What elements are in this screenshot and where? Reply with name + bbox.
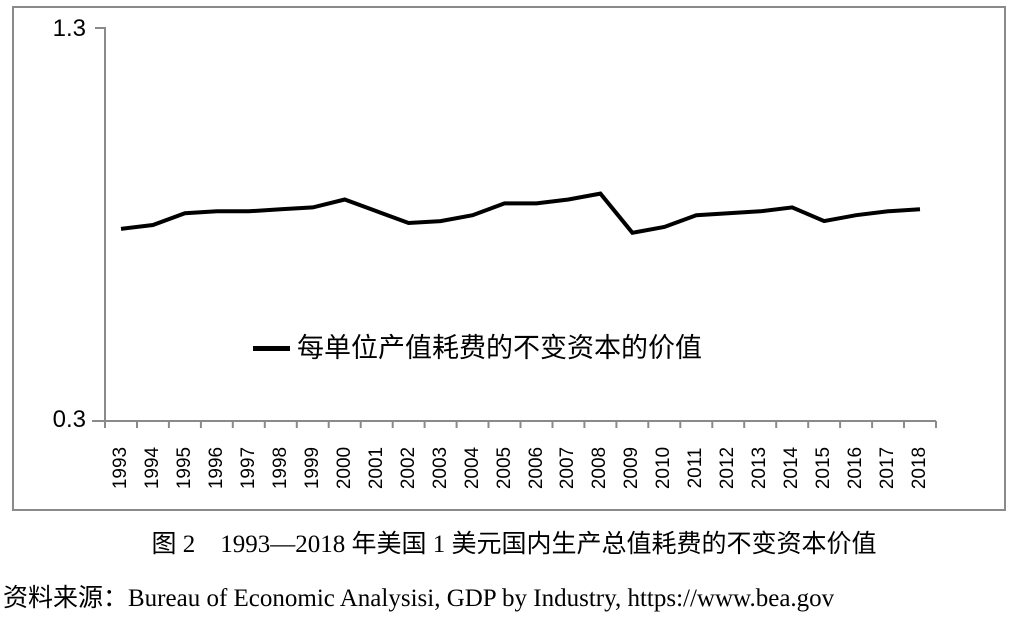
x-axis-label: 2001 <box>365 446 387 490</box>
x-axis-label: 1995 <box>173 446 195 490</box>
x-axis-label: 2002 <box>397 446 419 490</box>
x-axis-label: 1993 <box>110 446 131 490</box>
x-axis-label: 2013 <box>749 446 771 490</box>
x-axis-label: 2017 <box>877 446 899 490</box>
y-axis-min-label: 0.3 <box>52 406 86 433</box>
x-axis-label: 2010 <box>653 446 675 490</box>
axes <box>92 27 937 428</box>
x-axis-label: 2003 <box>429 446 451 490</box>
x-axis-label: 2000 <box>333 446 355 490</box>
figure-caption: 图 2 1993—2018 年美国 1 美元国内生产总值耗费的不变资本价值 <box>151 531 877 558</box>
x-axis-label: 2008 <box>589 446 611 490</box>
y-axis-max-label: 1.3 <box>52 15 86 42</box>
legend: 每单位产值耗费的不变资本的价值 <box>253 332 702 364</box>
series-line <box>120 191 921 235</box>
legend-line-marker-icon <box>253 345 290 351</box>
x-axis-label: 2015 <box>813 446 835 490</box>
x-axis-label: 2006 <box>525 446 547 490</box>
x-axis-label: 1994 <box>141 446 163 490</box>
x-axis-label: 1999 <box>301 446 323 490</box>
x-axis-label: 2012 <box>717 446 739 490</box>
x-axis-label: 2005 <box>493 446 515 490</box>
x-axis-label: 1998 <box>269 446 291 490</box>
x-axis-label: 2009 <box>621 446 643 490</box>
source-note: 资料来源：Bureau of Economic Analysisi, GDP b… <box>3 585 835 612</box>
legend-label: 每单位产值耗费的不变资本的价值 <box>297 333 702 363</box>
x-axis-label: 1996 <box>205 446 227 490</box>
x-axis-label: 2018 <box>909 446 930 490</box>
x-axis-label: 2007 <box>557 446 579 490</box>
x-axis-label: 2014 <box>781 446 803 490</box>
x-axis-label: 2004 <box>461 446 483 490</box>
x-axis-label: 1997 <box>237 446 259 490</box>
x-axis-label: 2016 <box>845 446 867 490</box>
x-axis-label: 2011 <box>685 447 707 489</box>
